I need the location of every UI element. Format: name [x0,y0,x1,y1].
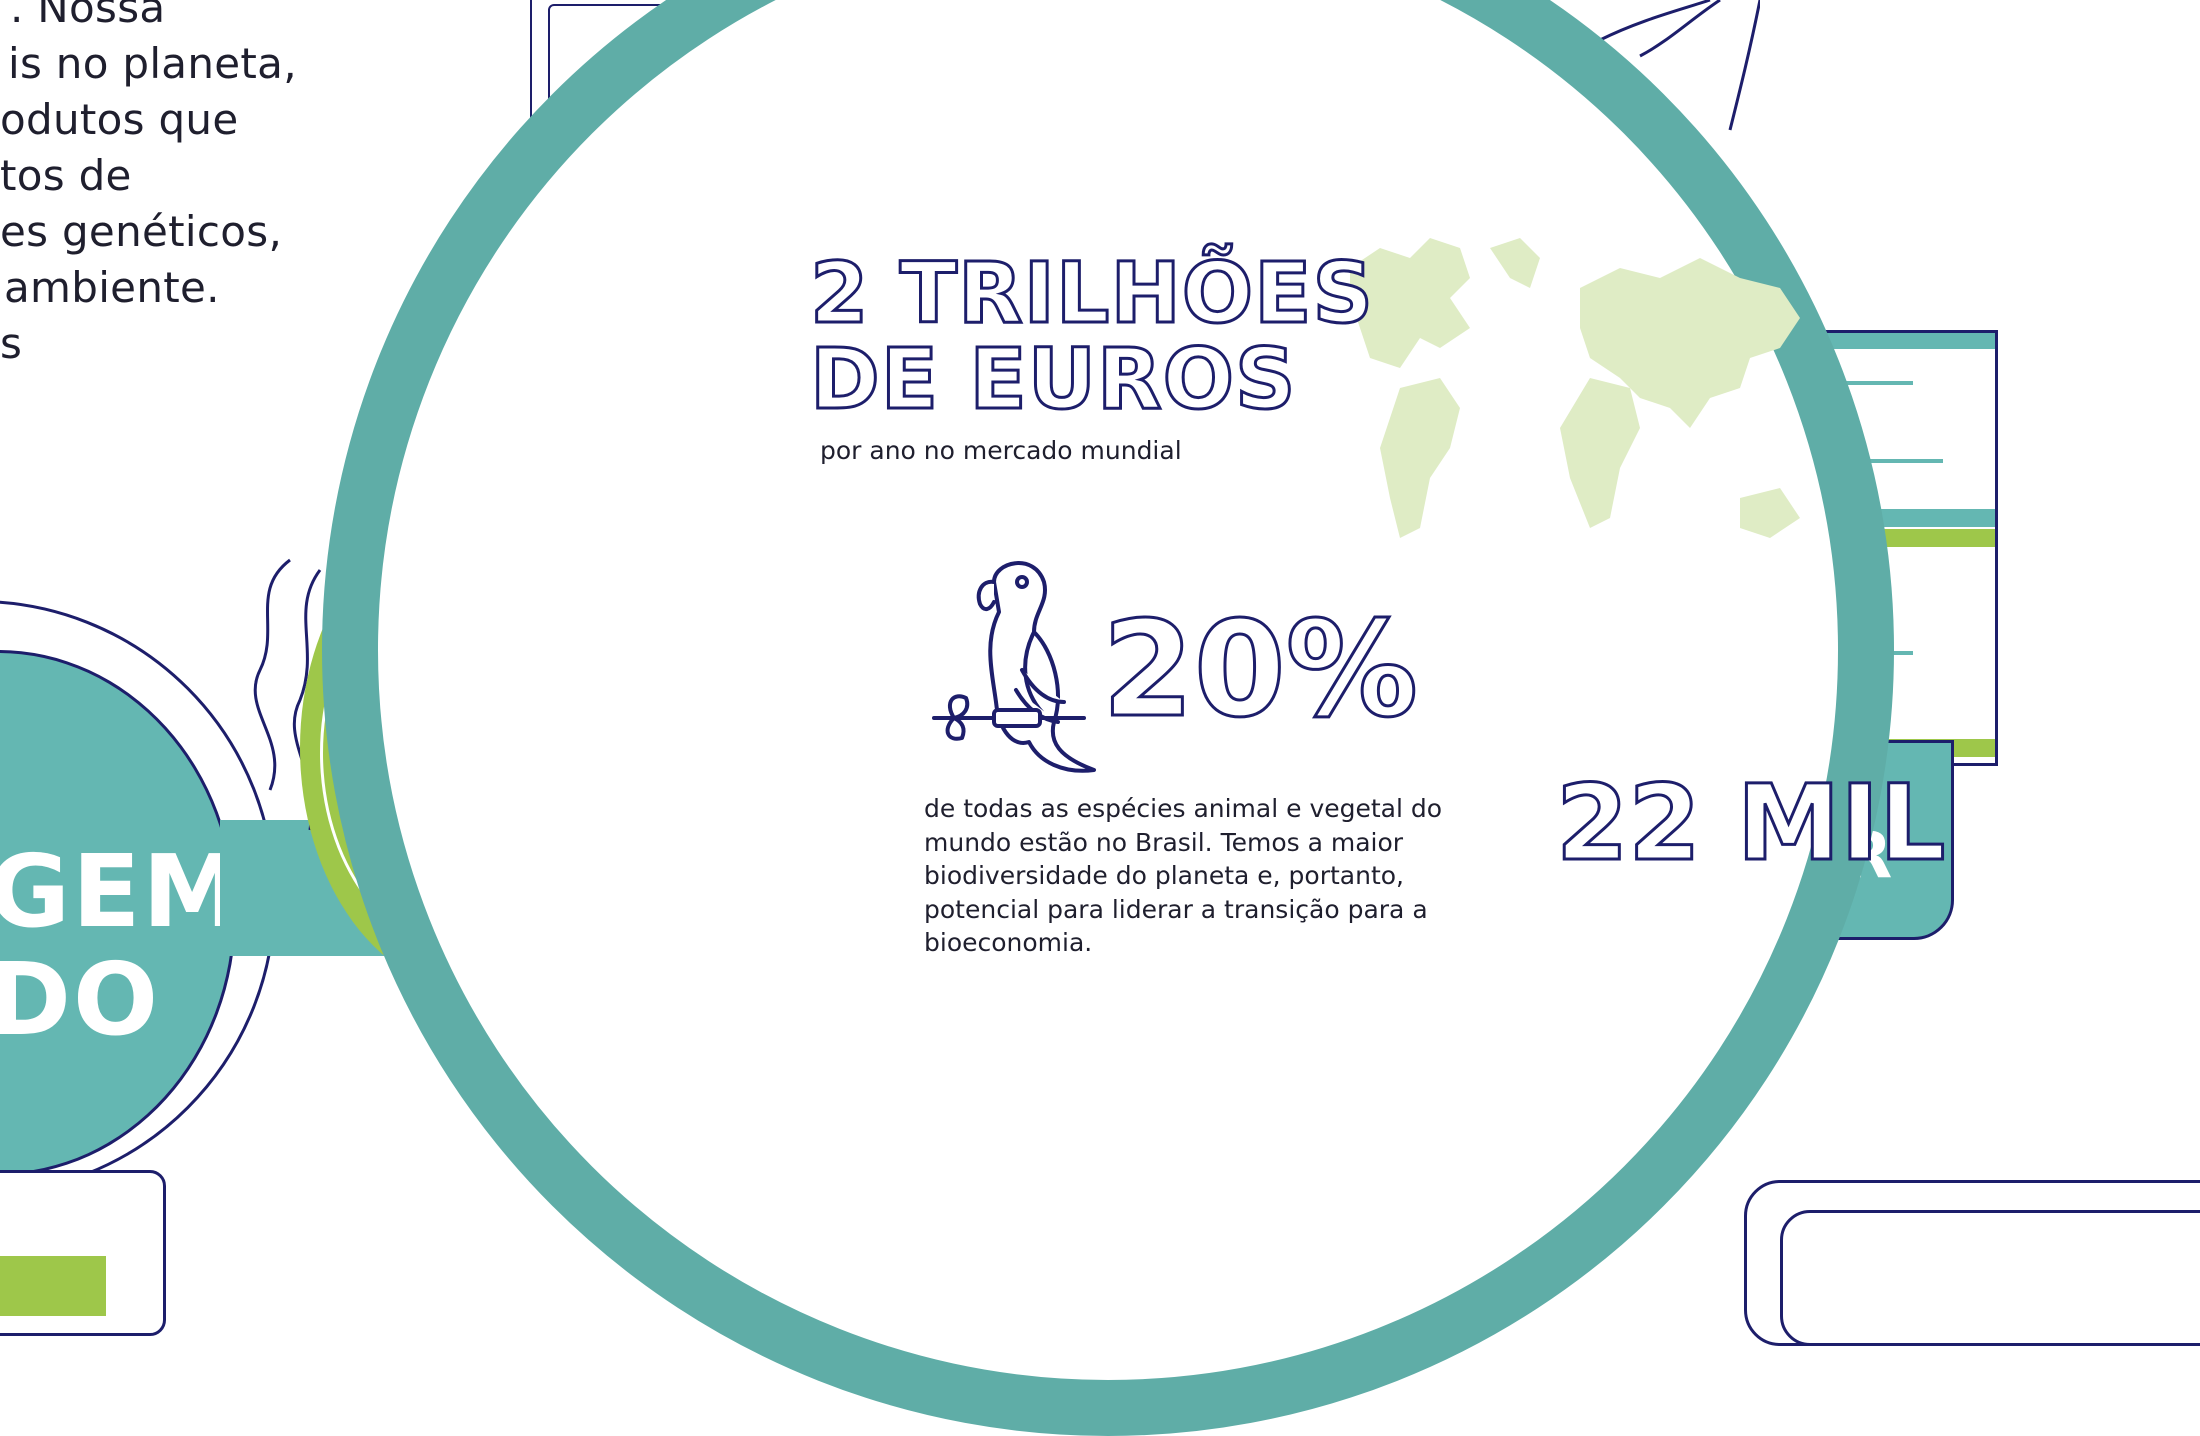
left-paragraph: . Nossa is no planeta, odutos que tos de… [0,0,297,372]
world-map-icon [1350,238,1800,538]
panel-band [1803,333,1995,349]
left-paragraph-line: is no planeta, [8,39,297,88]
left-paragraph-line: s [0,319,23,368]
left-paragraph-line: tos de [0,151,132,200]
hand-outline-icon [1599,0,1760,131]
left-paragraph-line: odutos que [0,95,239,144]
left-paragraph-line: es genéticos, [0,207,283,256]
market-caption: por ano no mercado mundial [820,436,1182,465]
parrot-icon [932,561,1096,773]
species-value: 22 MIL [1554,762,1946,884]
left-bottom-green-block [0,1256,106,1316]
panel-line [1833,381,1913,385]
biodiversity-caption: de todas as espécies animal e vegetal do… [924,794,1443,957]
right-bottom-frame-inner [1780,1210,2200,1346]
left-paragraph-line: ambiente. [4,263,220,312]
panel-line [1833,459,1943,463]
left-badge-line: GEM [0,833,244,950]
market-value-line: 2 TRILHÕES [808,244,1375,342]
left-badge-text: GEM DO [0,838,244,1054]
biodiversity-value: 20% [1101,593,1420,747]
left-badge-line: DO [0,941,161,1058]
left-paragraph-line: . Nossa [10,0,166,32]
market-value-line: DE EUROS [808,330,1297,428]
market-value: 2 TRILHÕES DE EUROS [808,244,1375,428]
